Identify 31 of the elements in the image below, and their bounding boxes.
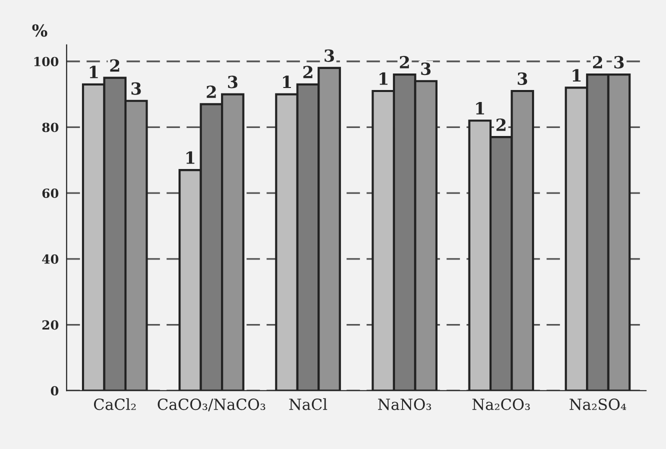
text: 2 bbox=[110, 59, 120, 72]
series-label: 3 bbox=[131, 82, 141, 95]
y-tick-label: 0 bbox=[50, 386, 58, 396]
x-tick-label: CaCO₃/NaCO₃ bbox=[158, 398, 266, 412]
x-tick-label: NaCl bbox=[289, 398, 328, 410]
series-label: 2 bbox=[303, 66, 312, 78]
text: 2 bbox=[496, 118, 506, 131]
text: 3 bbox=[324, 49, 334, 62]
y-tick-label: 100 bbox=[34, 56, 58, 66]
text: 3 bbox=[614, 56, 624, 69]
text: 3 bbox=[518, 72, 528, 85]
text: 1 bbox=[476, 102, 484, 114]
series-label: 1 bbox=[90, 66, 98, 78]
text: 2 bbox=[400, 56, 409, 68]
text: 2 bbox=[593, 56, 602, 68]
text: 1 bbox=[283, 76, 291, 88]
x-tick-label: Na₂CO₃ bbox=[472, 398, 530, 410]
y-tick-label: 20 bbox=[42, 320, 58, 330]
text: 3 bbox=[228, 76, 238, 88]
x-tick-label: Na₂SO₄ bbox=[570, 398, 626, 410]
y-tick-label: 60 bbox=[42, 188, 58, 198]
y-axis-title: % bbox=[32, 24, 48, 37]
text: 1 bbox=[186, 151, 194, 164]
y-tick-label: 80 bbox=[42, 122, 58, 132]
text: 2 bbox=[206, 86, 216, 98]
y-tick-label: 40 bbox=[42, 254, 58, 264]
text: 3 bbox=[421, 62, 431, 76]
x-tick-label: NaNO₃ bbox=[378, 398, 432, 410]
text: 1 bbox=[572, 69, 581, 82]
x-tick-label: CaCl₂ bbox=[94, 398, 136, 410]
text: 1 bbox=[380, 72, 388, 85]
